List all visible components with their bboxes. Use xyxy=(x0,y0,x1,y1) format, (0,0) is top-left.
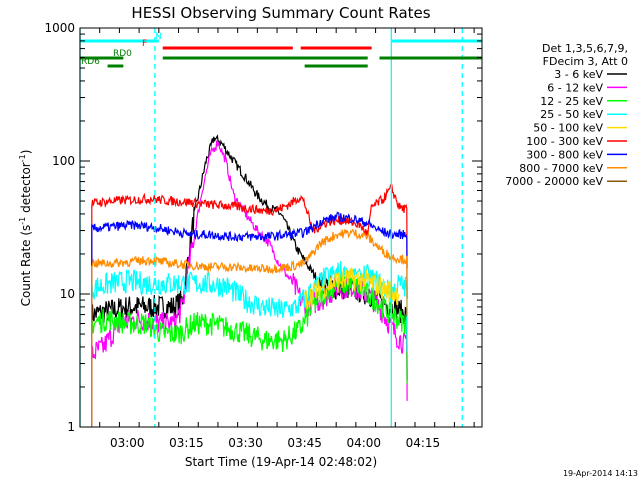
x-tick-label: 04:15 xyxy=(406,436,441,450)
x-tick-label: 03:45 xyxy=(287,436,322,450)
x-axis-ticks: 03:00 03:15 03:30 03:45 04:00 04:15 xyxy=(79,28,475,450)
timestamp: 19-Apr-2014 14:13 xyxy=(563,469,638,478)
y-axis-ticks: 1 10 100 1000 xyxy=(44,21,482,434)
plot-frame xyxy=(79,27,483,428)
series-line xyxy=(91,182,408,427)
legend-label: 7000 - 20000 keV xyxy=(505,175,603,188)
legend-header-line: Det 1,3,5,6,7,9, xyxy=(542,42,628,55)
y-axis-label: Count Rate (s-1 detector-1) xyxy=(18,150,33,307)
series-line xyxy=(304,267,400,310)
y-tick-label: 1 xyxy=(67,420,75,434)
y-tick-label: 10 xyxy=(60,287,75,301)
x-tick-label: 03:30 xyxy=(228,436,263,450)
trace-layer xyxy=(91,134,408,427)
x-tick-label: 04:00 xyxy=(346,436,381,450)
legend-label: 12 - 25 keV xyxy=(540,95,603,108)
overlay-layer: NF RD0 RD6 xyxy=(79,28,482,427)
legend-header-line: FDecim 3, Att 0 xyxy=(543,55,628,68)
state-bar-label: F xyxy=(142,39,147,49)
legend-label: 25 - 50 keV xyxy=(540,108,603,121)
series-line xyxy=(91,272,408,427)
y-tick-label: 1000 xyxy=(44,21,75,35)
legend-label: 6 - 12 keV xyxy=(547,81,603,94)
chart-title: HESSI Observing Summary Count Rates xyxy=(131,4,430,22)
series-line xyxy=(91,260,408,427)
legend-label: 50 - 100 keV xyxy=(533,122,603,135)
series-line xyxy=(91,211,408,427)
x-tick-label: 03:00 xyxy=(110,436,145,450)
legend-label: 800 - 7000 keV xyxy=(519,162,603,175)
state-bar-label: N xyxy=(155,32,162,42)
x-tick-label: 03:15 xyxy=(169,436,204,450)
x-axis-label: Start Time (19-Apr-14 02:48:02) xyxy=(185,455,377,469)
y-tick-label: 100 xyxy=(52,154,75,168)
legend-label: 100 - 300 keV xyxy=(526,135,603,148)
state-bar-label: RD0 xyxy=(113,49,132,59)
series-line xyxy=(91,228,408,427)
state-bar-label: RD6 xyxy=(81,57,100,67)
legend: Det 1,3,5,6,7,9, FDecim 3, Att 0 3 - 6 k… xyxy=(505,42,628,188)
legend-label: 3 - 6 keV xyxy=(554,68,603,81)
legend-label: 300 - 800 keV xyxy=(526,148,603,161)
